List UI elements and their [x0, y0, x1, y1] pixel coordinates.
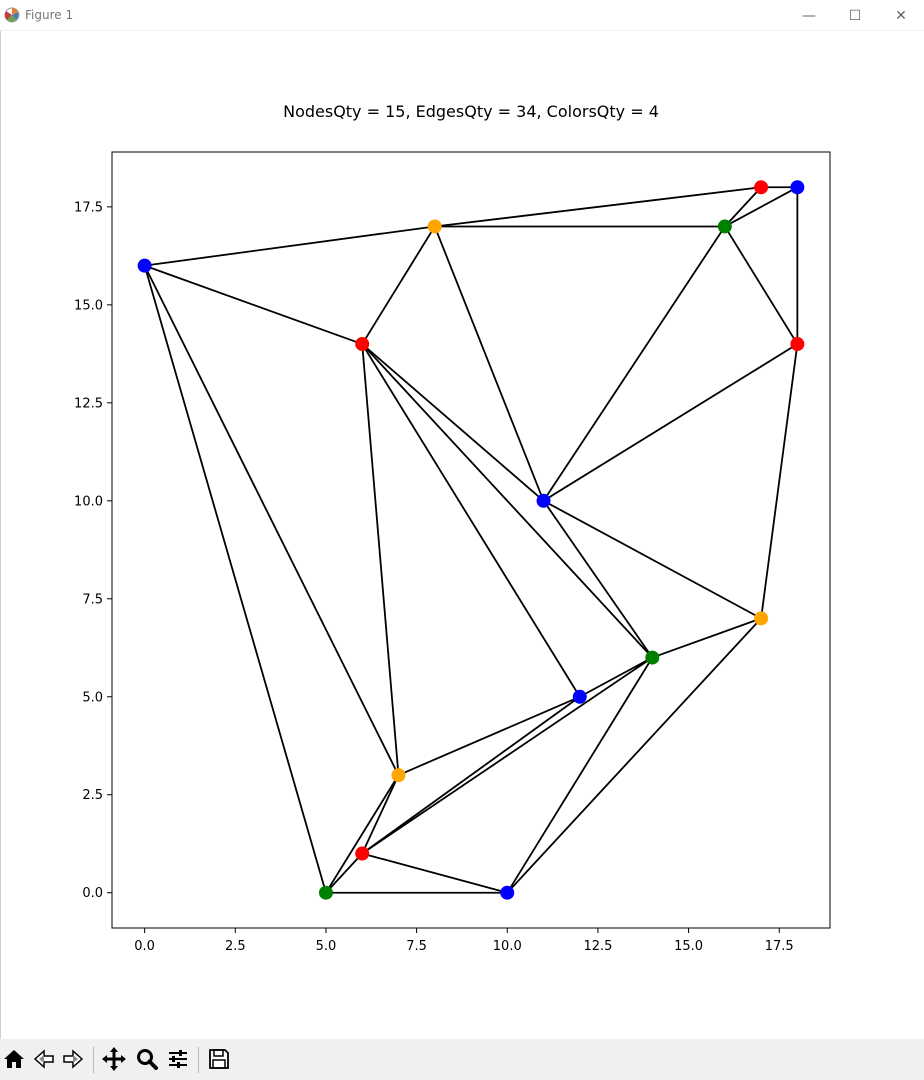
graph-node — [137, 258, 152, 273]
matplotlib-logo-icon — [4, 7, 20, 23]
y-tick-label: 17.5 — [74, 200, 103, 215]
x-tick-label: 0.0 — [134, 939, 155, 954]
graph-node — [790, 180, 805, 195]
x-tick-label: 5.0 — [316, 939, 337, 954]
y-tick-label: 0.0 — [82, 886, 103, 901]
graph-edge — [325, 852, 363, 894]
close-icon: ✕ — [895, 7, 907, 24]
window-title: Figure 1 — [25, 8, 74, 22]
window-border — [0, 31, 1, 1080]
configure-button[interactable] — [164, 1044, 192, 1074]
x-tick-label: 10.0 — [493, 939, 522, 954]
y-axis: 0.0 2.5 5.0 7.5 10.0 12.5 15.0 17.5 — [74, 200, 112, 901]
graph-edge — [143, 265, 400, 776]
graph-edge — [398, 695, 581, 776]
graph-edge — [361, 343, 581, 698]
graph-node — [754, 180, 769, 195]
graph-node — [318, 885, 333, 900]
toolbar-separator — [93, 1047, 94, 1073]
y-tick-label: 5.0 — [82, 690, 103, 705]
graph-edge — [652, 617, 762, 659]
x-tick-label: 2.5 — [225, 939, 246, 954]
figure-canvas[interactable] — [0, 31, 924, 1039]
graph-node — [645, 650, 660, 665]
window-titlebar: Figure 1 — ☐ ✕ — [0, 0, 924, 31]
graph-plot[interactable]: NodesQty = 15, EdgesQty = 34, ColorsQty … — [0, 31, 924, 1039]
save-icon — [209, 1049, 229, 1069]
graph-edge — [361, 343, 545, 502]
home-button[interactable] — [0, 1044, 28, 1074]
x-tick-label: 7.5 — [406, 939, 427, 954]
graph-edge — [361, 343, 653, 659]
graph-node — [500, 885, 515, 900]
home-icon — [4, 1050, 24, 1068]
graph-edge — [433, 226, 545, 502]
graph-edge — [361, 656, 653, 855]
x-tick-label: 17.5 — [765, 939, 794, 954]
nodes-layer — [137, 180, 805, 900]
forward-icon — [63, 1049, 84, 1069]
graph-node — [355, 337, 370, 352]
graph-node — [717, 219, 732, 234]
save-button[interactable] — [205, 1044, 233, 1074]
graph-edge — [724, 225, 799, 345]
back-button[interactable] — [30, 1044, 58, 1074]
forward-button[interactable] — [59, 1044, 87, 1074]
graph-node — [572, 689, 587, 704]
graph-edge — [543, 500, 762, 620]
back-icon — [33, 1049, 54, 1069]
maximize-icon: ☐ — [848, 7, 862, 24]
graph-node — [536, 493, 551, 508]
edges-layer — [143, 186, 799, 894]
graph-node — [790, 337, 805, 352]
maximize-button[interactable]: ☐ — [832, 0, 878, 31]
graph-edge — [542, 500, 654, 659]
graph-edge — [144, 225, 435, 267]
graph-edge — [760, 343, 799, 619]
zoom-icon — [137, 1049, 158, 1070]
graph-edge — [143, 265, 327, 893]
graph-edge — [506, 657, 654, 894]
x-tick-label: 12.5 — [583, 939, 612, 954]
x-axis: 0.0 2.5 5.0 7.5 10.0 12.5 15.0 17.5 — [134, 928, 794, 954]
graph-edge — [361, 343, 400, 776]
close-button[interactable]: ✕ — [878, 0, 924, 31]
graph-edge — [506, 617, 762, 894]
configure-icon — [169, 1050, 187, 1068]
graph-edge — [144, 264, 363, 345]
graph-node — [427, 219, 442, 234]
graph-node — [754, 611, 769, 626]
graph-edge — [361, 852, 508, 894]
minimize-icon: — — [802, 7, 816, 24]
pan-button[interactable] — [100, 1044, 128, 1074]
y-tick-label: 7.5 — [82, 592, 103, 607]
graph-edge — [724, 186, 762, 228]
minimize-button[interactable]: — — [786, 0, 832, 31]
zoom-button[interactable] — [133, 1044, 161, 1074]
y-tick-label: 15.0 — [74, 298, 103, 313]
graph-edge — [724, 186, 798, 228]
axes-frame — [111, 151, 831, 929]
x-tick-label: 15.0 — [674, 939, 703, 954]
plot-title: NodesQty = 15, EdgesQty = 34, ColorsQty … — [283, 102, 659, 121]
toolbar-separator — [198, 1047, 199, 1073]
navigation-toolbar — [0, 1039, 924, 1080]
y-tick-label: 2.5 — [82, 788, 103, 803]
pan-icon — [102, 1047, 126, 1071]
graph-edge — [361, 696, 581, 855]
graph-edge — [361, 225, 436, 345]
graph-edge — [542, 225, 726, 502]
graph-node — [391, 768, 406, 783]
graph-edge — [361, 774, 400, 854]
graph-edge — [325, 774, 400, 894]
graph-edge — [434, 186, 762, 228]
y-tick-label: 10.0 — [74, 494, 103, 509]
y-tick-label: 12.5 — [74, 396, 103, 411]
graph-node — [355, 846, 370, 861]
graph-edge — [579, 656, 653, 698]
graph-edge — [543, 343, 798, 502]
